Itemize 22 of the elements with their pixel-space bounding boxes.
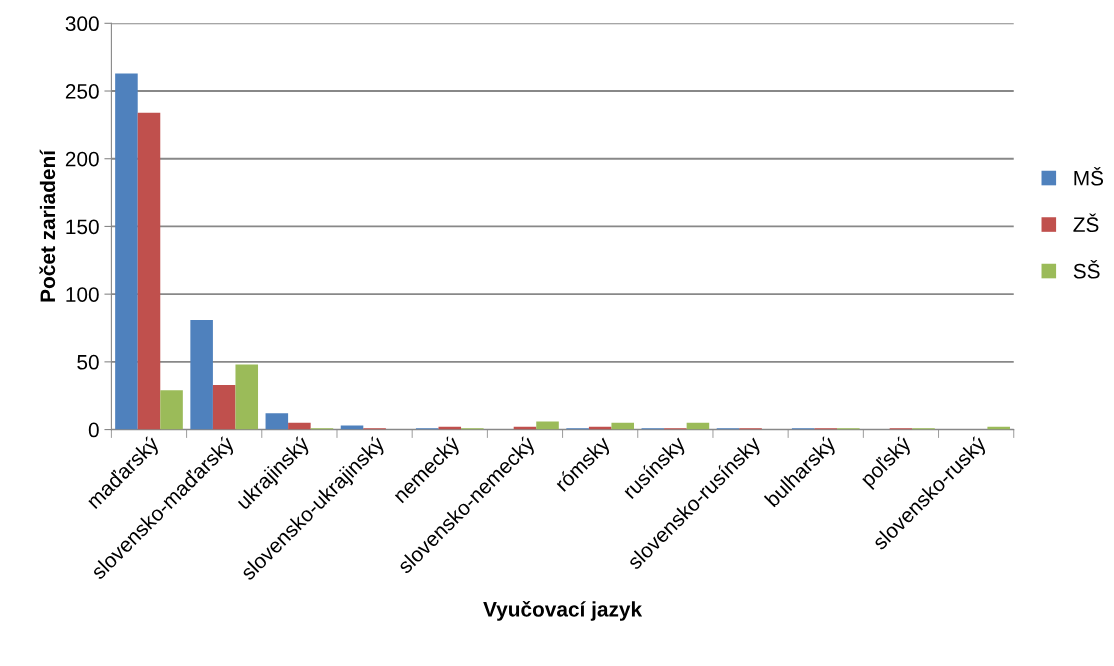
bar — [115, 73, 138, 430]
y-tick-label: 300 — [65, 16, 99, 32]
legend-label: SŠ — [1073, 260, 1100, 279]
y-tick-label: 50 — [77, 354, 99, 370]
bar — [137, 112, 161, 430]
bar — [160, 390, 183, 430]
bar — [265, 413, 289, 430]
bar — [235, 364, 259, 430]
y-tick-label: 0 — [88, 422, 99, 438]
bar — [212, 384, 236, 430]
bar — [190, 319, 213, 430]
y-tick-label: 200 — [65, 151, 99, 167]
legend-label: MŠ — [1074, 167, 1104, 186]
y-tick-label: 150 — [66, 219, 99, 235]
bar — [536, 421, 559, 430]
legend-label: ZŠ — [1073, 213, 1099, 233]
y-axis-title: Počet zariadení — [39, 149, 56, 302]
bar — [611, 422, 635, 430]
x-axis-title: Vyučovací jazyk — [483, 600, 643, 621]
bar — [288, 422, 311, 430]
y-tick-label: 250 — [65, 84, 99, 99]
y-tick-label: 100 — [66, 287, 99, 302]
